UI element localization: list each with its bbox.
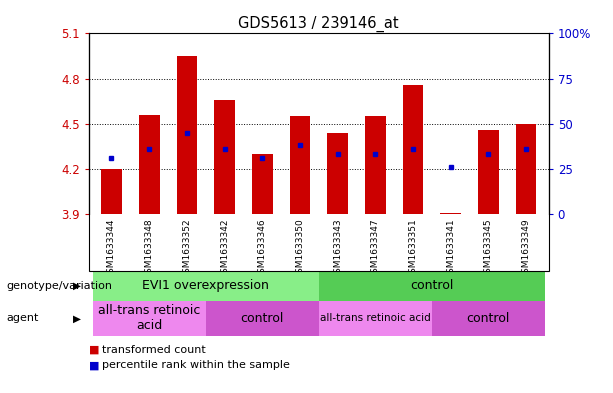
Text: control: control <box>466 312 510 325</box>
Text: GSM1633347: GSM1633347 <box>371 219 380 279</box>
Text: GSM1633341: GSM1633341 <box>446 219 455 279</box>
Text: percentile rank within the sample: percentile rank within the sample <box>102 360 290 371</box>
Bar <box>252 154 273 214</box>
Text: all-trans retinoic
acid: all-trans retinoic acid <box>98 304 200 332</box>
Bar <box>93 271 319 301</box>
Text: EVI1 overexpression: EVI1 overexpression <box>142 279 269 292</box>
Bar <box>289 116 310 214</box>
Bar <box>206 301 319 336</box>
Bar <box>177 56 197 214</box>
Text: GSM1633344: GSM1633344 <box>107 219 116 279</box>
Text: ▶: ▶ <box>73 281 82 291</box>
Text: ▶: ▶ <box>73 313 82 323</box>
Bar <box>101 169 122 214</box>
Bar <box>403 84 424 214</box>
Text: ■: ■ <box>89 345 99 355</box>
Text: agent: agent <box>6 313 39 323</box>
Text: GSM1633345: GSM1633345 <box>484 219 493 279</box>
Text: ■: ■ <box>89 360 99 371</box>
Bar <box>432 301 545 336</box>
Title: GDS5613 / 239146_at: GDS5613 / 239146_at <box>238 16 399 32</box>
Bar <box>319 271 545 301</box>
Text: GSM1633350: GSM1633350 <box>295 219 305 279</box>
Text: all-trans retinoic acid: all-trans retinoic acid <box>320 313 431 323</box>
Text: control: control <box>240 312 284 325</box>
Bar <box>365 116 386 214</box>
Text: GSM1633343: GSM1633343 <box>333 219 342 279</box>
Bar <box>139 115 159 214</box>
Text: GSM1633348: GSM1633348 <box>145 219 154 279</box>
Bar <box>214 100 235 214</box>
Text: GSM1633351: GSM1633351 <box>408 219 417 279</box>
Text: GSM1633349: GSM1633349 <box>522 219 530 279</box>
Text: GSM1633352: GSM1633352 <box>182 219 191 279</box>
Text: genotype/variation: genotype/variation <box>6 281 112 291</box>
Bar <box>327 133 348 214</box>
Text: transformed count: transformed count <box>102 345 206 355</box>
Text: GSM1633342: GSM1633342 <box>220 219 229 279</box>
Bar <box>93 301 206 336</box>
Text: control: control <box>410 279 454 292</box>
Bar <box>516 124 536 214</box>
Text: GSM1633346: GSM1633346 <box>257 219 267 279</box>
Bar <box>440 213 461 214</box>
Bar <box>478 130 499 214</box>
Bar <box>319 301 432 336</box>
